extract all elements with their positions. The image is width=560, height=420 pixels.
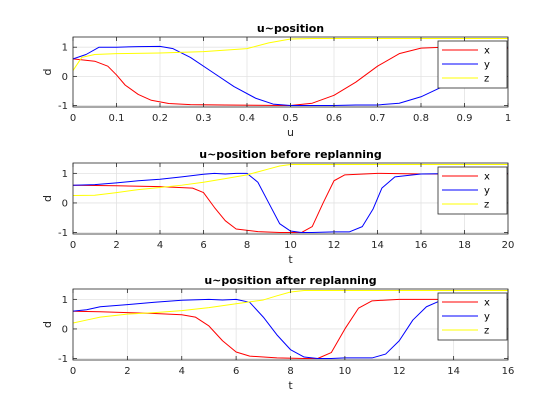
x-tick-label: 14 xyxy=(371,240,384,251)
series-line-x xyxy=(73,172,508,234)
series-line-x xyxy=(73,298,508,360)
x-tick-label: 0.5 xyxy=(283,113,299,124)
legend-label-y: y xyxy=(484,60,490,71)
legend-label-z: z xyxy=(484,200,489,211)
x-tick-label: 14 xyxy=(447,366,460,377)
legend-label-x: x xyxy=(484,298,490,309)
y-tick-label: 0 xyxy=(62,324,68,335)
x-tick-label: 0.3 xyxy=(196,113,212,124)
x-tick-label: 12 xyxy=(328,240,341,251)
legend-label-x: x xyxy=(484,172,490,183)
x-tick-label: 0 xyxy=(70,113,76,124)
legend: xyz xyxy=(437,166,508,215)
series-line-z xyxy=(73,289,508,324)
x-tick-label: 0.2 xyxy=(152,113,168,124)
series-line-y xyxy=(73,298,508,360)
legend-label-y: y xyxy=(484,312,490,323)
x-tick-label: 0.4 xyxy=(239,113,255,124)
y-tick-label: -1 xyxy=(58,228,68,239)
series-line-x xyxy=(73,46,508,107)
legend-label-z: z xyxy=(484,326,489,337)
x-tick-label: 0.9 xyxy=(457,113,473,124)
y-tick-label: -1 xyxy=(58,354,68,365)
x-axis-label: t xyxy=(288,379,293,392)
y-axis-label: d xyxy=(41,195,54,202)
y-tick-label: 1 xyxy=(62,295,68,306)
legend-label-y: y xyxy=(484,186,490,197)
series-line-y xyxy=(73,172,508,234)
chart-title: u~position before replanning xyxy=(199,148,382,161)
y-tick-label: -1 xyxy=(58,101,68,112)
x-tick-label: 0.1 xyxy=(109,113,125,124)
legend-label-z: z xyxy=(484,74,489,85)
y-tick-label: 1 xyxy=(62,43,68,54)
chart-title: u~position after replanning xyxy=(204,274,376,287)
x-tick-label: 0.6 xyxy=(326,113,342,124)
y-axis-label: d xyxy=(41,69,54,76)
x-axis-label: u xyxy=(287,126,294,139)
series-line-z xyxy=(73,37,508,71)
x-tick-label: 2 xyxy=(113,240,119,251)
x-tick-label: 0 xyxy=(70,240,76,251)
x-tick-label: 6 xyxy=(200,240,206,251)
x-tick-label: 8 xyxy=(287,366,293,377)
x-tick-label: 8 xyxy=(244,240,250,251)
x-tick-label: 0.7 xyxy=(370,113,386,124)
x-tick-label: 2 xyxy=(124,366,130,377)
x-tick-label: 0.8 xyxy=(413,113,429,124)
x-tick-label: 4 xyxy=(179,366,185,377)
y-tick-label: 0 xyxy=(62,198,68,209)
y-axis-label: d xyxy=(41,321,54,328)
chart-1: 0 0.1 0.2 0.3 0.4 0.5 0.6 0.7 0.8 0.9 1-101u~posit… xyxy=(41,22,511,139)
x-tick-label: 0 xyxy=(70,366,76,377)
legend: xyz xyxy=(437,292,508,341)
legend-label-x: x xyxy=(484,46,490,57)
x-tick-label: 18 xyxy=(458,240,471,251)
x-axis-label: t xyxy=(288,253,293,266)
x-tick-label: 6 xyxy=(233,366,239,377)
x-tick-label: 16 xyxy=(502,366,515,377)
series-line-z xyxy=(73,163,508,197)
x-tick-label: 12 xyxy=(393,366,406,377)
y-tick-label: 0 xyxy=(62,72,68,83)
x-tick-label: 20 xyxy=(502,240,515,251)
x-tick-label: 16 xyxy=(415,240,428,251)
x-tick-label: 4 xyxy=(157,240,163,251)
y-tick-label: 1 xyxy=(62,169,68,180)
x-tick-label: 10 xyxy=(284,240,297,251)
legend: xyz xyxy=(437,40,508,89)
x-tick-label: 10 xyxy=(339,366,352,377)
x-tick-label: 1 xyxy=(505,113,511,124)
chart-title: u~position xyxy=(257,22,324,35)
